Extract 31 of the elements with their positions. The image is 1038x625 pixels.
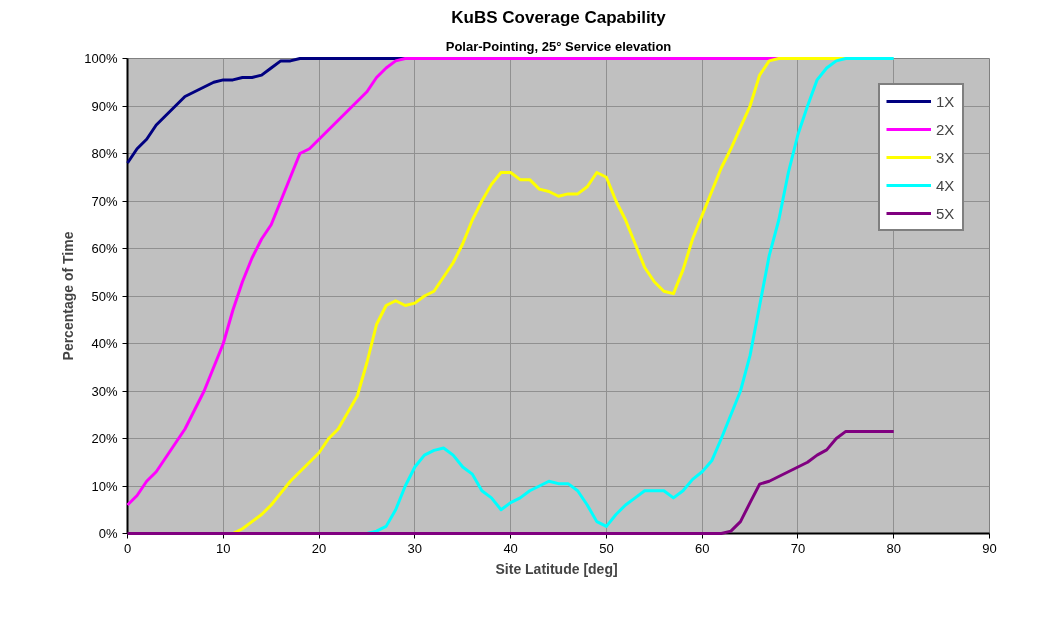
y-tick-label: 50%	[91, 288, 118, 304]
y-tick-label: 0%	[98, 526, 118, 541]
y-tick-label: 30%	[91, 383, 118, 399]
x-tick-label: 0	[123, 540, 132, 556]
y-axis-title: Percentage of Time	[60, 231, 77, 361]
chart-title: KuBS Coverage Capability	[451, 7, 667, 27]
y-tick-label: 90%	[91, 98, 118, 114]
x-tick-label: 40	[503, 540, 518, 556]
x-tick-label: 30	[407, 540, 423, 556]
x-tick-label: 10	[216, 540, 231, 556]
x-tick-label: 70	[790, 540, 806, 556]
legend-label: 1X	[936, 92, 956, 110]
legend-label: 2X	[936, 120, 956, 138]
legend-label: 5X	[936, 204, 956, 222]
y-tick-label: 80%	[91, 146, 118, 161]
x-tick-label: 50	[599, 540, 614, 556]
y-tick-label: 10%	[91, 478, 118, 494]
x-tick-label: 90	[982, 540, 997, 556]
x-axis-title: Site Latitude [deg]	[495, 560, 618, 577]
legend-label: 3X	[936, 148, 956, 166]
y-tick-label: 60%	[91, 241, 118, 256]
y-tick-label: 20%	[91, 431, 118, 446]
chart-subtitle: Polar-Pointing, 25° Service elevation	[445, 38, 672, 54]
x-tick-label: 60	[694, 540, 710, 556]
y-tick-label: 100%	[84, 51, 118, 66]
line-series	[126, 429, 896, 535]
x-tick-label: 80	[886, 540, 901, 556]
legend-label: 4X	[936, 176, 956, 194]
y-tick-label: 70%	[91, 193, 118, 209]
y-tick-label: 40%	[91, 336, 118, 351]
x-tick-label: 20	[311, 540, 327, 556]
